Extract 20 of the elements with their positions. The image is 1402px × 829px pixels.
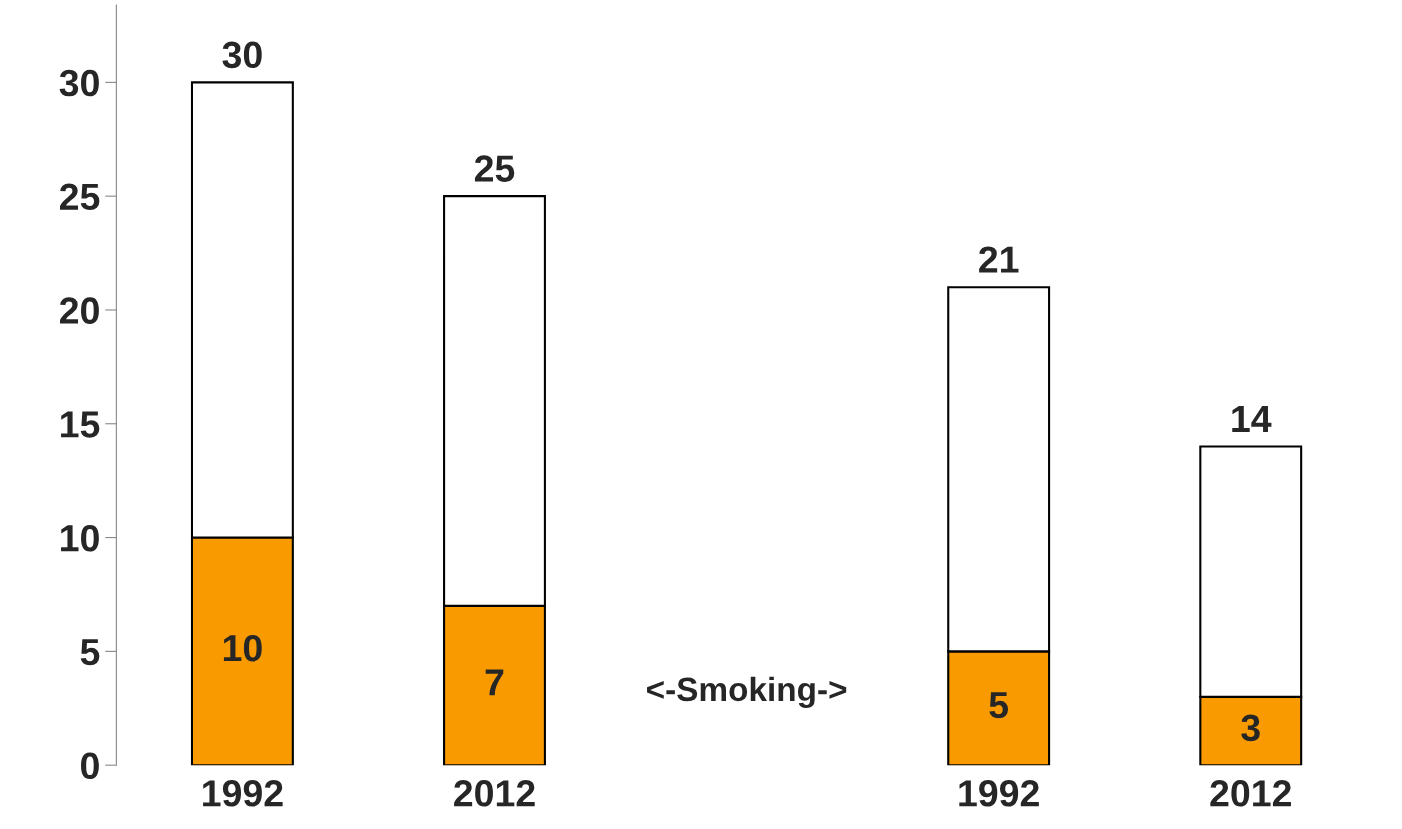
total-label: 21: [979, 246, 1019, 273]
total-label: 25: [474, 155, 515, 182]
y-tick-label: 15: [61, 411, 100, 438]
total-label: 14: [1232, 406, 1272, 432]
x-tick-label: 2012: [1210, 780, 1291, 807]
data-label: 7: [485, 669, 504, 696]
y-tick-label: 30: [59, 69, 99, 97]
y-tick-label: 10: [61, 524, 99, 552]
x-tick-label: 2012: [454, 780, 535, 807]
y-tick-label: 0: [81, 752, 99, 780]
y-tick-label: 25: [59, 183, 100, 211]
annotation: <-Smoking->: [647, 676, 847, 708]
y-tick-label: 5: [80, 639, 100, 666]
data-label: 10: [223, 634, 262, 662]
data-label: 5: [989, 692, 1009, 719]
total-label: 30: [222, 41, 262, 69]
x-tick-label: 1992: [959, 780, 1039, 807]
data-label: 3: [1241, 714, 1260, 742]
y-tick-label: 20: [59, 297, 99, 324]
x-tick-label: 1992: [203, 780, 283, 807]
